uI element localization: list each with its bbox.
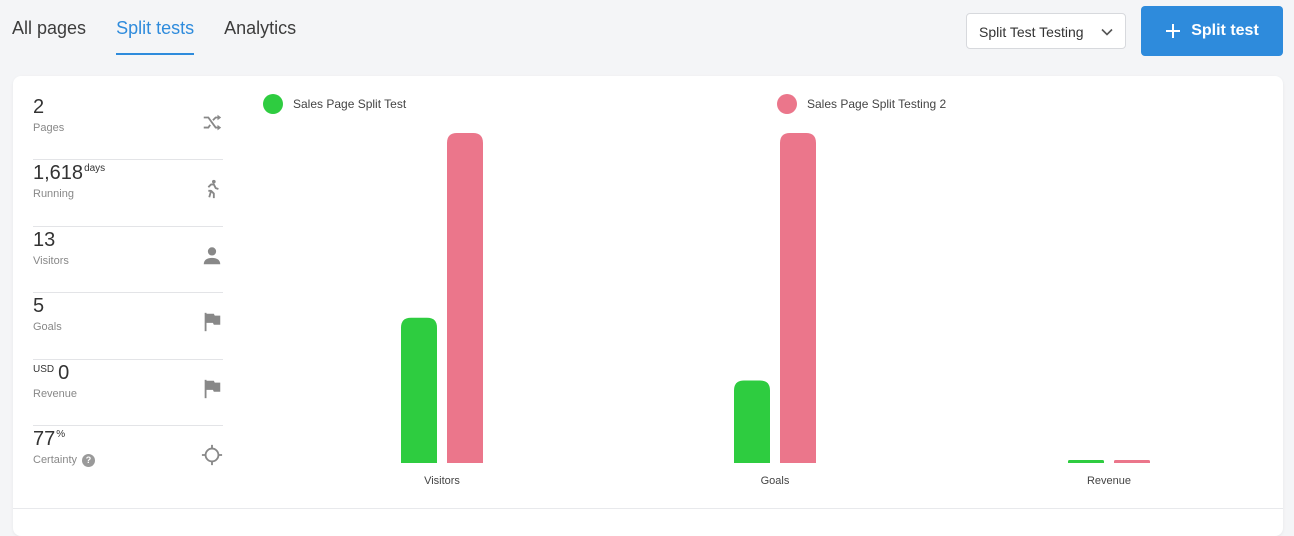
split-test-summary-card: 2 Pages 1,618days Running 13 Visitors [13,76,1283,536]
category-label-revenue: Revenue [1087,475,1131,487]
chevron-down-icon [1101,28,1113,36]
legend-label: Sales Page Split Testing 2 [807,97,947,111]
stat-value: 5 [33,295,45,318]
bar-revenue-series-1[interactable] [1068,460,1104,463]
legend-item-series-a[interactable]: Sales Page Split Test [263,94,406,114]
chart-plot: Visitors Goals Revenue [401,133,1150,487]
stat-value: 2 [33,96,45,118]
stats-list: 2 Pages 1,618days Running 13 Visitors [33,94,223,492]
tab-analytics[interactable]: Analytics [224,18,297,38]
legend-swatch [263,94,283,114]
plus-icon [1166,24,1181,38]
shuffle-icon [203,114,222,131]
legend-swatch [777,94,797,114]
stat-visitors: 13 Visitors [33,227,223,294]
bar-visitors-series-1[interactable] [401,317,437,463]
person-icon [203,247,221,265]
tab-bar: All pages Split tests Analytics [12,16,326,56]
legend-item-series-b[interactable]: Sales Page Split Testing 2 [777,94,946,114]
bar-goals-series-2[interactable] [780,133,816,463]
stat-value: 1,618days [33,162,106,185]
split-test-select-value: Split Test Testing [979,24,1084,40]
category-label-visitors: Visitors [424,475,460,487]
stat-value: 13 [33,228,56,251]
bar-revenue-series-2[interactable] [1114,460,1150,463]
split-test-select[interactable]: Split Test Testing [966,13,1126,49]
stat-label: Certainty ? [33,453,96,467]
help-icon[interactable]: ? [82,453,96,467]
comparison-bar-chart: Sales Page Split Test Sales Page Split T… [253,86,1273,506]
stat-pages: 2 Pages [33,94,223,161]
stat-label: Visitors [33,254,69,267]
bar-visitors-series-2[interactable] [447,133,483,463]
category-label-goals: Goals [761,475,790,487]
flag-icon [204,313,221,332]
card-divider [13,508,1283,509]
crosshair-icon [201,444,223,466]
tab-all-pages[interactable]: All pages [12,18,87,38]
new-split-test-label: Split test [1191,22,1259,39]
stat-label: Goals [33,321,62,334]
stat-label: Revenue [33,387,78,400]
running-icon [207,180,219,199]
flag-icon [204,379,221,398]
stat-label: Running [33,188,74,201]
new-split-test-button[interactable]: Split test [1141,6,1283,56]
legend-label: Sales Page Split Test [293,97,407,111]
stat-value: 77% [33,427,66,450]
stat-label: Pages [33,122,65,134]
bar-goals-series-1[interactable] [734,380,770,464]
stat-goals: 5 Goals [33,293,223,360]
tab-split-tests[interactable]: Split tests [116,16,195,56]
stat-certainty: 77% Certainty ? [33,426,223,492]
stat-value: USD 0 [33,361,70,384]
stat-revenue: USD 0 Revenue [33,360,223,426]
stat-running: 1,618days Running [33,160,223,227]
top-bar: All pages Split tests Analytics Split Te… [0,0,1294,70]
